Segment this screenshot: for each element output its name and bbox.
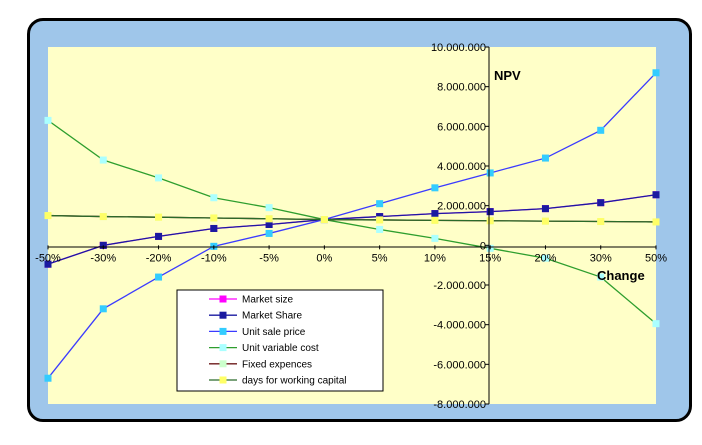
x-tick-label: 0% [316, 252, 332, 264]
legend-label: Unit variable cost [242, 343, 319, 354]
data-point [652, 191, 660, 199]
legend-label: Unit sale price [242, 327, 306, 338]
legend-swatch-marker [219, 376, 227, 384]
y-tick-label: -6.000.000 [433, 359, 486, 371]
legend-label: days for working capital [242, 376, 347, 387]
data-point [44, 116, 52, 124]
data-point [155, 273, 163, 281]
data-point [431, 216, 439, 224]
y-tick-label: 4.000.000 [437, 161, 486, 173]
data-point [376, 225, 384, 233]
y-tick-label: 2.000.000 [437, 201, 486, 213]
data-point [44, 374, 52, 382]
x-axis-title: Change [597, 268, 645, 283]
legend-swatch-marker [219, 360, 227, 368]
data-point [431, 184, 439, 192]
data-point [597, 199, 605, 207]
data-point [597, 273, 605, 281]
data-point [431, 210, 439, 218]
legend-label: Fixed expences [242, 359, 312, 370]
series-line [47, 119, 657, 325]
data-point [265, 215, 273, 223]
data-point [486, 169, 494, 177]
data-point [541, 254, 549, 262]
data-point [597, 218, 605, 226]
x-tick-label: -30% [90, 252, 116, 264]
legend-swatch-marker [219, 327, 227, 335]
data-point [99, 213, 107, 221]
data-point [210, 194, 218, 202]
data-point [652, 69, 660, 77]
series-line [47, 72, 657, 379]
data-point [320, 216, 328, 224]
data-point [376, 200, 384, 208]
data-point [652, 320, 660, 328]
series-line [47, 194, 657, 265]
data-point [265, 221, 273, 229]
data-point [210, 224, 218, 232]
data-point [155, 232, 163, 240]
data-point [44, 212, 52, 220]
data-point [597, 126, 605, 134]
x-tick-label: 20% [534, 252, 556, 264]
y-tick-label: 8.000.000 [437, 82, 486, 94]
x-tick-layer: -50% -30% -20% -10% -5% 0% 5% 10% 15% 20% 30% 50% [35, 245, 667, 264]
series-line [47, 214, 657, 223]
x-tick-label: 30% [590, 252, 612, 264]
data-point [541, 217, 549, 225]
legend-swatch-marker [219, 311, 227, 319]
data-point [155, 213, 163, 221]
data-point [99, 156, 107, 164]
x-tick-label: 50% [645, 252, 667, 264]
x-tick-label: 10% [424, 252, 446, 264]
legend: Market size Market Share Unit sale price Un… [176, 289, 384, 392]
y-tick-label: -2.000.000 [433, 280, 486, 292]
legend-label: Market size [242, 295, 294, 306]
data-point [541, 205, 549, 213]
data-point [486, 217, 494, 225]
data-point [155, 174, 163, 182]
data-point [99, 305, 107, 313]
data-point [44, 260, 52, 268]
legend-items: Market size Market Share Unit sale price Un… [209, 295, 347, 387]
x-tick-label: -5% [259, 252, 279, 264]
data-point [265, 204, 273, 212]
x-tick-label: -20% [146, 252, 172, 264]
x-tick-label: -50% [35, 252, 61, 264]
data-point [652, 218, 660, 226]
x-tick-label: -10% [201, 252, 227, 264]
y-tick-label: -4.000.000 [433, 320, 486, 332]
data-point [486, 208, 494, 216]
legend-swatch-marker [219, 295, 227, 303]
legend-label: Market Share [242, 311, 302, 322]
data-point [265, 229, 273, 237]
data-point [376, 216, 384, 224]
x-tick-label: 5% [372, 252, 388, 264]
y-tick-label: -8.000.000 [433, 399, 486, 411]
legend-swatch-marker [219, 344, 227, 352]
data-point [431, 234, 439, 242]
data-point [541, 154, 549, 162]
y-tick-label: 10.000.000 [431, 42, 486, 54]
legend-box [176, 289, 384, 392]
y-tick-label: 0 [480, 240, 486, 252]
x-tick-label: 15% [479, 252, 501, 264]
data-point [210, 214, 218, 222]
y-tick-layer: 10.000.000 8.000.000 6.000.000 4.000.000 2.0… [431, 42, 489, 411]
y-axis-title: NPV [494, 68, 521, 83]
y-tick-label: 6.000.000 [437, 121, 486, 133]
